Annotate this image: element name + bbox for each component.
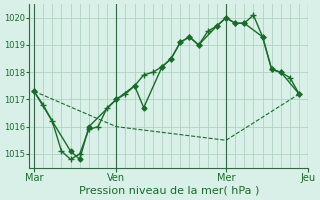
X-axis label: Pression niveau de la mer( hPa ): Pression niveau de la mer( hPa ): [79, 186, 259, 196]
